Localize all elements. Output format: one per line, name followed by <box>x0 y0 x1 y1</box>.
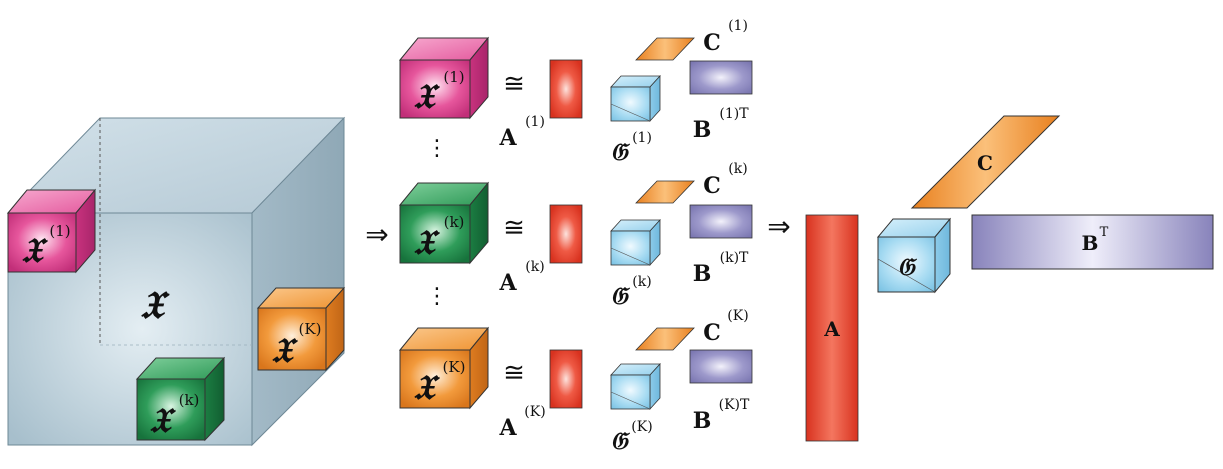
row-1-core-sup: (1) <box>632 130 652 146</box>
big-slab-k-sup: (k) <box>179 391 200 409</box>
row-1-B-factor <box>689 60 753 95</box>
row-K-approx: ≅ <box>503 358 525 388</box>
row-K-core-cube <box>610 362 661 411</box>
result-C-label: C <box>977 151 993 175</box>
row-1-tensor-sup: (1) <box>443 68 464 86</box>
row-K-A-factor <box>549 349 583 409</box>
row-1-C-label: C <box>703 30 721 56</box>
row-k-A-label: A <box>498 270 517 296</box>
row-1-core-label: 𝔊 <box>610 137 630 166</box>
row-k-B-label: B <box>693 261 712 287</box>
row-1-A-sup: (1) <box>525 114 545 130</box>
row-K-B-label: B <box>693 408 712 434</box>
row-k-core-label: 𝔊 <box>610 281 630 310</box>
row-k-B-sup: (k)T <box>720 250 749 266</box>
row-k-A-factor <box>549 204 583 264</box>
row-1-B-label: B <box>693 117 712 143</box>
result-core-cube <box>876 217 952 294</box>
row-K-C-sup: (K) <box>727 308 748 324</box>
row-K-B-factor <box>689 349 753 384</box>
row-K-A-label: A <box>498 415 517 441</box>
result-B-factor <box>971 214 1214 270</box>
row-K-tensor-sup: (K) <box>443 358 466 376</box>
row-K-C-label: C <box>703 320 721 346</box>
row-K-A-sup: (K) <box>524 404 545 420</box>
row-k-core-sup: (k) <box>632 274 651 290</box>
big-slab-k-cube <box>135 356 226 442</box>
row-1-C-sup: (1) <box>728 18 748 34</box>
big-slab-1-cube <box>6 188 97 274</box>
big-slab-K-sup: (K) <box>299 320 322 338</box>
row-K-C-factor <box>635 327 695 351</box>
row-k-A-sup: (k) <box>525 259 544 275</box>
result-A-label: A <box>823 317 840 341</box>
result-B-label: B <box>1082 231 1099 255</box>
row-1-A-label: A <box>498 125 517 151</box>
result-A-factor <box>805 214 859 442</box>
result-B-sup: T <box>1100 225 1109 240</box>
row-1-B-sup: (1)T <box>719 106 749 122</box>
row-K-core-label: 𝔊 <box>610 426 630 455</box>
row-k-C-label: C <box>703 173 721 199</box>
arrow-1: ⇒ <box>365 218 388 251</box>
row-1-tensor-cube <box>398 36 490 120</box>
row-k-approx: ≅ <box>503 213 525 243</box>
row-1-approx: ≅ <box>503 69 525 99</box>
big-slab-K-cube <box>256 286 346 372</box>
row-K-tensor-cube <box>398 326 490 410</box>
row-1-A-factor <box>549 59 583 119</box>
big-slab-1-sup: (1) <box>49 222 70 240</box>
arrow-2: ⇒ <box>767 210 790 243</box>
row-k-B-factor <box>689 204 753 239</box>
row-k-tensor-cube <box>398 181 490 265</box>
row-1-C-factor <box>635 37 695 61</box>
row-k-core-cube <box>610 218 661 267</box>
row-k-C-factor <box>635 180 695 204</box>
row-k-C-sup: (k) <box>728 161 747 177</box>
row-1-core-cube <box>610 74 661 123</box>
row-K-core-sup: (K) <box>631 419 652 435</box>
vdots-upper: ⋮ <box>426 136 448 161</box>
row-K-B-sup: (K)T <box>719 397 750 413</box>
row-k-tensor-sup: (k) <box>444 213 465 231</box>
vdots-lower: ⋮ <box>426 284 448 309</box>
result-core-label: 𝔊 <box>897 252 917 281</box>
result-C-factor <box>910 115 1061 209</box>
